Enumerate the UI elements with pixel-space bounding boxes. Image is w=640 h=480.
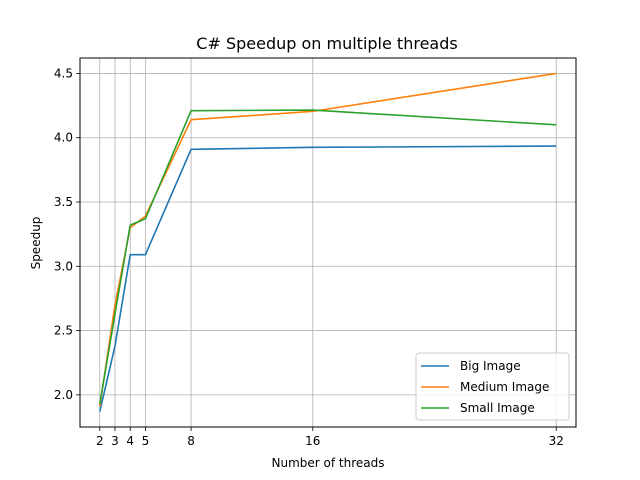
x-tick-label: 32	[549, 434, 564, 448]
y-axis-label: Speedup	[29, 217, 43, 270]
series-line-medium-image	[98, 72, 557, 407]
legend-label-medium-image: Medium Image	[460, 380, 549, 394]
series-line-big-image	[99, 145, 557, 412]
grid	[80, 58, 576, 427]
legend-box	[415, 352, 570, 421]
y-tick-label: 3.0	[54, 259, 73, 273]
y-tick-label: 4.5	[54, 66, 73, 80]
series-lines	[98, 72, 557, 412]
x-tick-label: 4	[126, 434, 134, 448]
legend-label-small-image: Small Image	[460, 401, 535, 415]
plot-frame	[79, 57, 577, 428]
chart-title: C# Speedup on multiple threads	[196, 34, 457, 53]
x-tick-label: 8	[187, 434, 195, 448]
x-axis-label: Number of threads	[272, 456, 385, 470]
y-tick-label: 3.5	[54, 195, 73, 209]
y-tick-label: 2.0	[54, 388, 73, 402]
y-tick-label: 4.0	[54, 131, 73, 145]
y-axis: 2.0 2.5 3.0 3.5 4.0 4.5	[54, 66, 80, 402]
x-tick-label: 5	[142, 434, 150, 448]
x-tick-label: 3	[111, 434, 119, 448]
y-tick-label: 2.5	[54, 324, 73, 338]
legend-label-big-image: Big Image	[460, 359, 521, 373]
x-tick-label: 2	[96, 434, 104, 448]
x-tick-label: 16	[305, 434, 320, 448]
series-line-small-image	[98, 109, 557, 404]
x-axis: 2 3 4 5 8 16 32	[96, 427, 564, 448]
legend: Big Image Medium Image Small Image	[415, 352, 570, 421]
